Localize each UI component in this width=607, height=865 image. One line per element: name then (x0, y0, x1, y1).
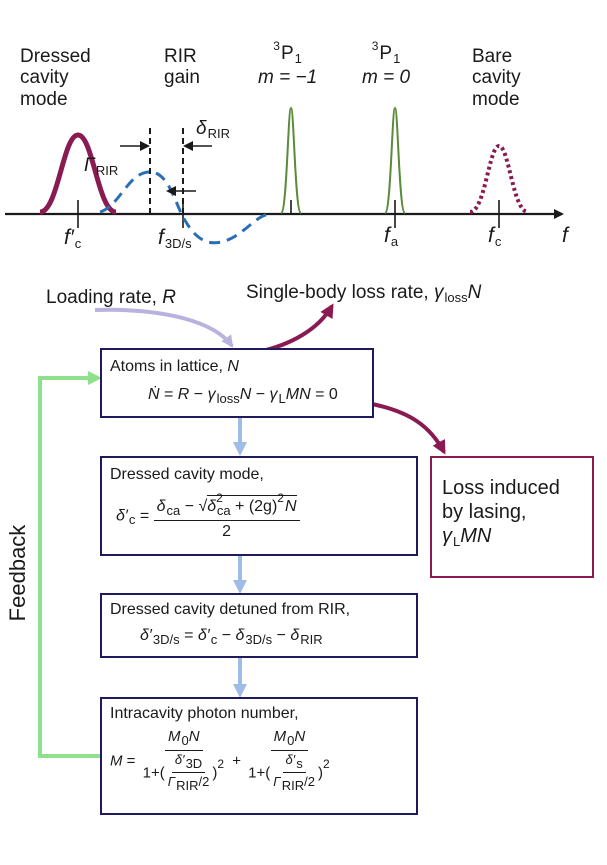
detuned-equation: δ′3D/s = δ′c − δ3D/s − δRIR (140, 627, 323, 647)
atoms-title: Atoms in lattice, N (110, 358, 239, 375)
feedback-label: Feedback (5, 524, 30, 622)
single-body-loss-arrow (257, 303, 334, 354)
lasing-loss-box: Loss induced by lasing, γLMN (430, 456, 594, 578)
p1-right-label: 3P1 m = 0 (362, 39, 411, 88)
detuned-title: Dressed cavity detuned from RIR, (110, 601, 351, 618)
dressed-mode-peak (39, 132, 117, 215)
gamma-rir-label: ΓRIR (84, 155, 119, 178)
delta-rir-label: δRIR (196, 118, 230, 141)
tick-label-f3d: f3D/s (158, 226, 192, 251)
photon-number-box: Intracavity photon number, M = M0N 1+(δ′… (100, 697, 418, 815)
single-body-loss-label: Single-body loss rate, γlossN (246, 282, 482, 305)
rir-gain-label: RIR gain (164, 46, 200, 89)
bare-mode-label: Bare cavity mode (472, 46, 521, 110)
tick-label-fa: fa (384, 224, 399, 249)
loading-rate-label: Loading rate, R (46, 287, 176, 308)
atoms-box: Atoms in lattice, N Ṅ = R − γlossN − γLM… (100, 348, 374, 418)
atoms-equation: Ṅ = R − γlossN − γLMN = 0 (148, 386, 338, 406)
p1-right-peak (384, 106, 406, 214)
rir-gain-curve (99, 170, 273, 245)
photon-number-equation: M = M0N 1+(δ′3D ΓRIR/2)2 + M0N 1+(δ′s ΓRIR… (110, 728, 330, 794)
dressed-mode-label: Dressed cavity mode (20, 46, 91, 110)
dressed-mode-box: Dressed cavity mode, δ′c = δca − √δ2ca +… (100, 456, 418, 556)
lasing-loss-arrow (371, 402, 446, 455)
axis-label-f: f (562, 224, 568, 247)
dressed-mode-equation: δ′c = δca − √δ2ca + (2g)2N 2 (116, 491, 300, 540)
detuned-box: Dressed cavity detuned from RIR, δ′3D/s … (100, 593, 418, 658)
lasing-loss-text: Loss induced by lasing, γLMN (442, 477, 560, 549)
bare-mode-peak (469, 143, 529, 214)
dressed-mode-title: Dressed cavity mode, (110, 466, 264, 483)
tick-label-fc: fc (488, 224, 502, 249)
loading-arrow (94, 307, 234, 348)
p1-left-label: 3P1 m = −1 (258, 39, 318, 88)
tick-label-fc-prime: f′c (64, 226, 82, 251)
photon-number-title: Intracavity photon number, (110, 705, 299, 722)
p1-left-peak (280, 106, 302, 214)
feedback-loop (38, 371, 102, 758)
